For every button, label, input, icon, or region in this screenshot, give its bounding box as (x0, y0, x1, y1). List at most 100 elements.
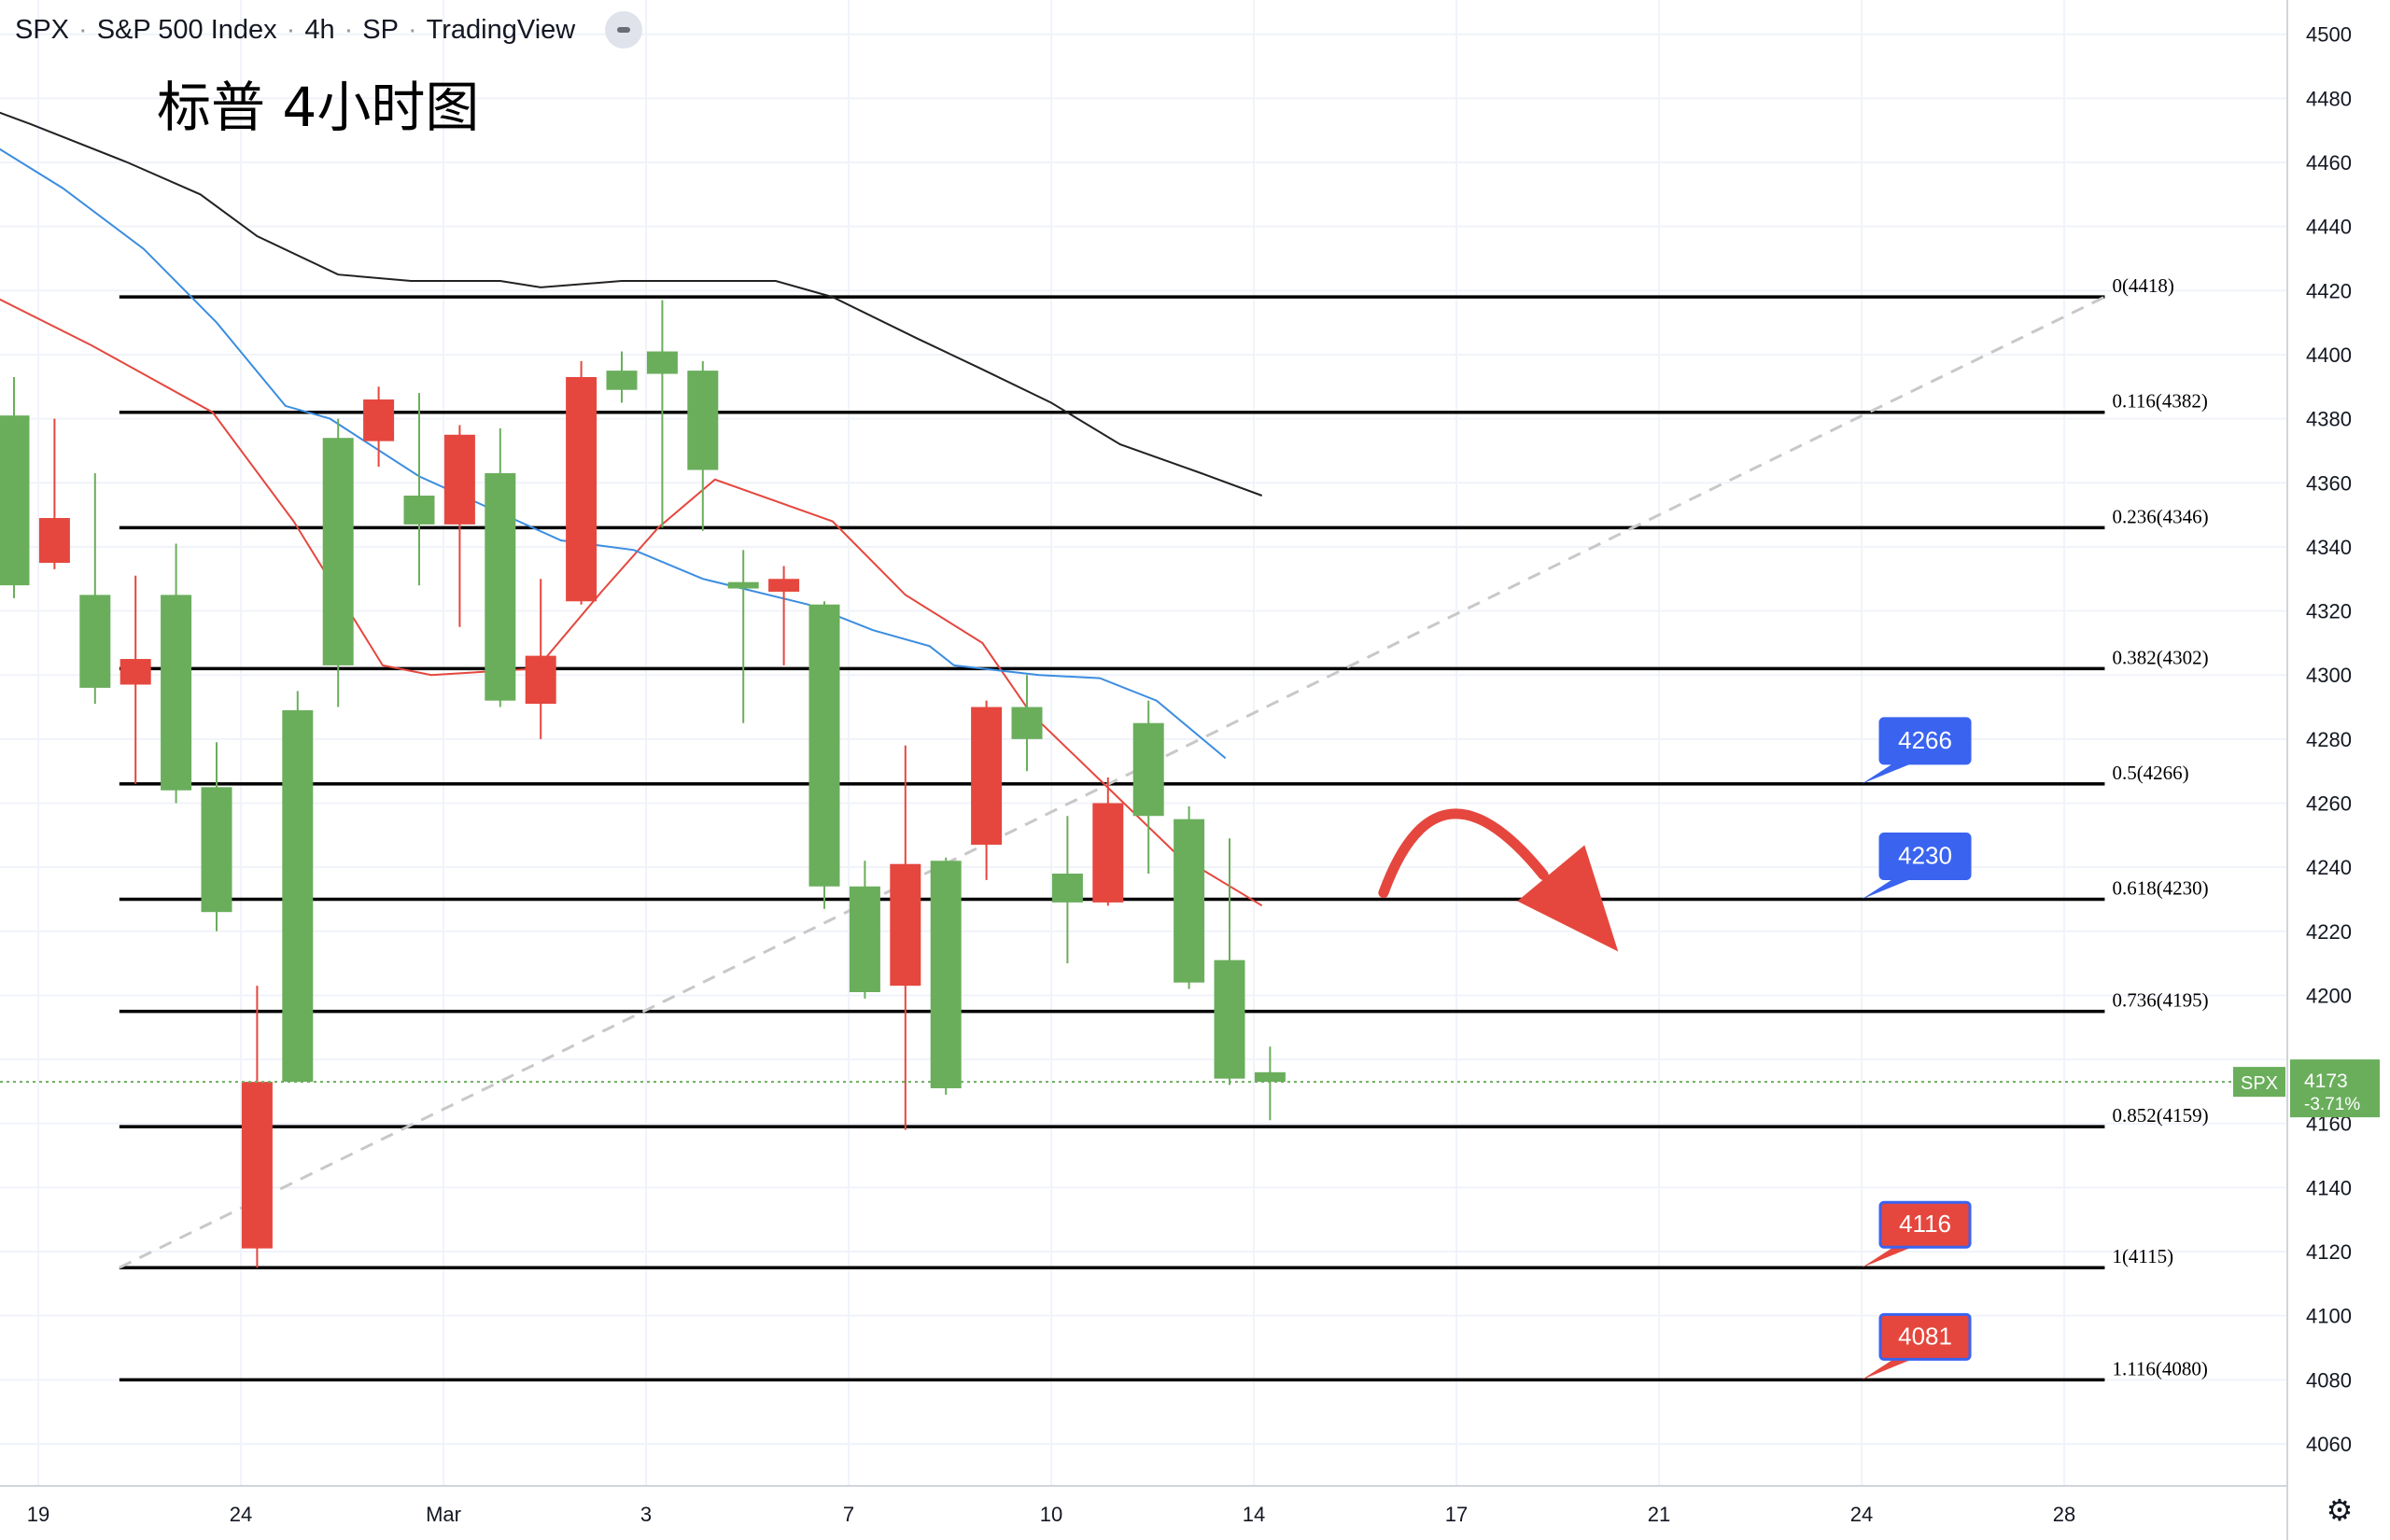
fib-level-label: 0.852(4159) (2112, 1104, 2208, 1127)
y-tick-label: 4500 (2306, 23, 2352, 47)
candle-body (1174, 819, 1205, 983)
y-tick-label: 4060 (2306, 1433, 2352, 1456)
y-tick-label: 4420 (2306, 279, 2352, 302)
x-tick-label: 21 (1648, 1503, 1670, 1526)
y-tick-label: 4360 (2306, 471, 2352, 495)
x-tick-label: 24 (230, 1503, 252, 1526)
target-callout-label: 4081 (1898, 1322, 1952, 1350)
y-tick-label: 4240 (2306, 856, 2352, 879)
symbol-ticker[interactable]: SPX (15, 14, 70, 45)
candle-body (1132, 722, 1164, 817)
x-tick-label: 17 (1445, 1503, 1468, 1526)
candle-body (1092, 803, 1124, 903)
price-change-text: -3.71% (2304, 1095, 2360, 1114)
y-tick-label: 4220 (2306, 920, 2352, 944)
y-tick-label: 4460 (2306, 151, 2352, 175)
candle-body (403, 495, 435, 525)
target-callout-box (1878, 717, 1972, 765)
target-callout-label: 4230 (1898, 841, 1952, 869)
price-value-text: 4173 (2304, 1071, 2348, 1092)
target-callout-pointer (1862, 1247, 1913, 1268)
source-label: TradingView (426, 14, 576, 45)
y-tick-label: 4400 (2306, 343, 2352, 367)
price-value-tag (2290, 1059, 2380, 1118)
price-symbol-text: SPX (2241, 1073, 2278, 1094)
target-callout-pointer (1862, 763, 1913, 784)
symbol-name: S&P 500 Index (96, 14, 277, 45)
candle-body (1214, 959, 1245, 1079)
candle-body (79, 595, 111, 688)
candle-body (1051, 874, 1083, 903)
moving-average-line (0, 147, 1227, 760)
gear-icon[interactable]: ⚙ (2326, 1493, 2354, 1527)
candle-body (363, 399, 395, 441)
candle-body (38, 518, 70, 564)
y-tick-label: 4080 (2306, 1368, 2352, 1392)
collapse-legend-button[interactable] (605, 11, 643, 49)
y-tick-label: 4320 (2306, 600, 2352, 623)
forecast-arrow-shaft (1378, 808, 1549, 899)
target-callout-label: 4266 (1898, 726, 1952, 754)
candle-body (241, 1082, 273, 1249)
candle-body (485, 472, 516, 701)
y-tick-label: 4340 (2306, 536, 2352, 559)
header-separator: · (407, 14, 417, 45)
y-tick-label: 4440 (2306, 216, 2352, 239)
header-separator: · (286, 14, 296, 45)
y-tick-label: 4120 (2306, 1240, 2352, 1264)
candle-body (849, 886, 880, 993)
y-tick-label: 4200 (2306, 984, 2352, 1007)
y-tick-label: 4280 (2306, 728, 2352, 751)
header-separator: · (344, 14, 354, 45)
x-tick-label: 7 (843, 1503, 854, 1526)
moving-average-line (0, 111, 1263, 497)
candle-body (1011, 707, 1043, 739)
moving-average-line (0, 298, 1263, 907)
target-callout-box (1878, 1312, 1972, 1361)
candle-body (890, 863, 921, 987)
x-tick-label: 3 (640, 1503, 652, 1526)
y-tick-label: 4260 (2306, 791, 2352, 815)
x-tick-label: 19 (27, 1503, 49, 1526)
price-axis-panel (2287, 0, 2390, 1540)
target-callout-label: 4116 (1899, 1210, 1951, 1238)
candle-body (443, 434, 475, 525)
header-separator: · (78, 14, 88, 45)
candle-body (971, 707, 1003, 846)
fib-level-label: 1.116(4080) (2112, 1357, 2207, 1379)
y-tick-label: 4480 (2306, 87, 2352, 110)
fib-level-label: 0.382(4302) (2112, 646, 2208, 668)
candle-body (687, 371, 719, 470)
target-callout-box (1878, 1200, 1972, 1249)
candle-body (606, 371, 638, 390)
candle-body (0, 415, 30, 586)
candle-body (161, 595, 192, 791)
candle-body (525, 655, 556, 705)
candle-body (282, 709, 314, 1083)
trendline (119, 295, 2106, 1269)
x-tick-label: 10 (1040, 1503, 1062, 1526)
symbol-header[interactable]: SPX · S&P 500 Index · 4h · SP · TradingV… (15, 11, 652, 49)
x-tick-label: 24 (1850, 1503, 1873, 1526)
y-tick-label: 4300 (2306, 664, 2352, 687)
candle-body (1254, 1071, 1286, 1083)
candle-body (727, 581, 759, 589)
fib-level-label: 0.236(4346) (2112, 505, 2208, 527)
target-callout-pointer (1862, 878, 1913, 900)
price-symbol-tag (2233, 1067, 2285, 1098)
fib-level-label: 1(4115) (2112, 1245, 2173, 1267)
interval-label[interactable]: 4h (304, 14, 335, 45)
candle-body (768, 579, 800, 592)
candle-body (120, 659, 151, 685)
candle-body (322, 438, 354, 665)
target-callout-box (1878, 832, 1972, 880)
target-callout-pointer (1862, 1359, 1913, 1380)
fib-level-label: 0.5(4266) (2112, 762, 2188, 784)
fib-level-label: 0.116(4382) (2112, 390, 2207, 413)
forecast-arrow-head (1517, 845, 1619, 952)
candle-body (201, 787, 232, 913)
fib-level-label: 0.736(4195) (2112, 989, 2208, 1012)
candle-body (808, 604, 840, 887)
